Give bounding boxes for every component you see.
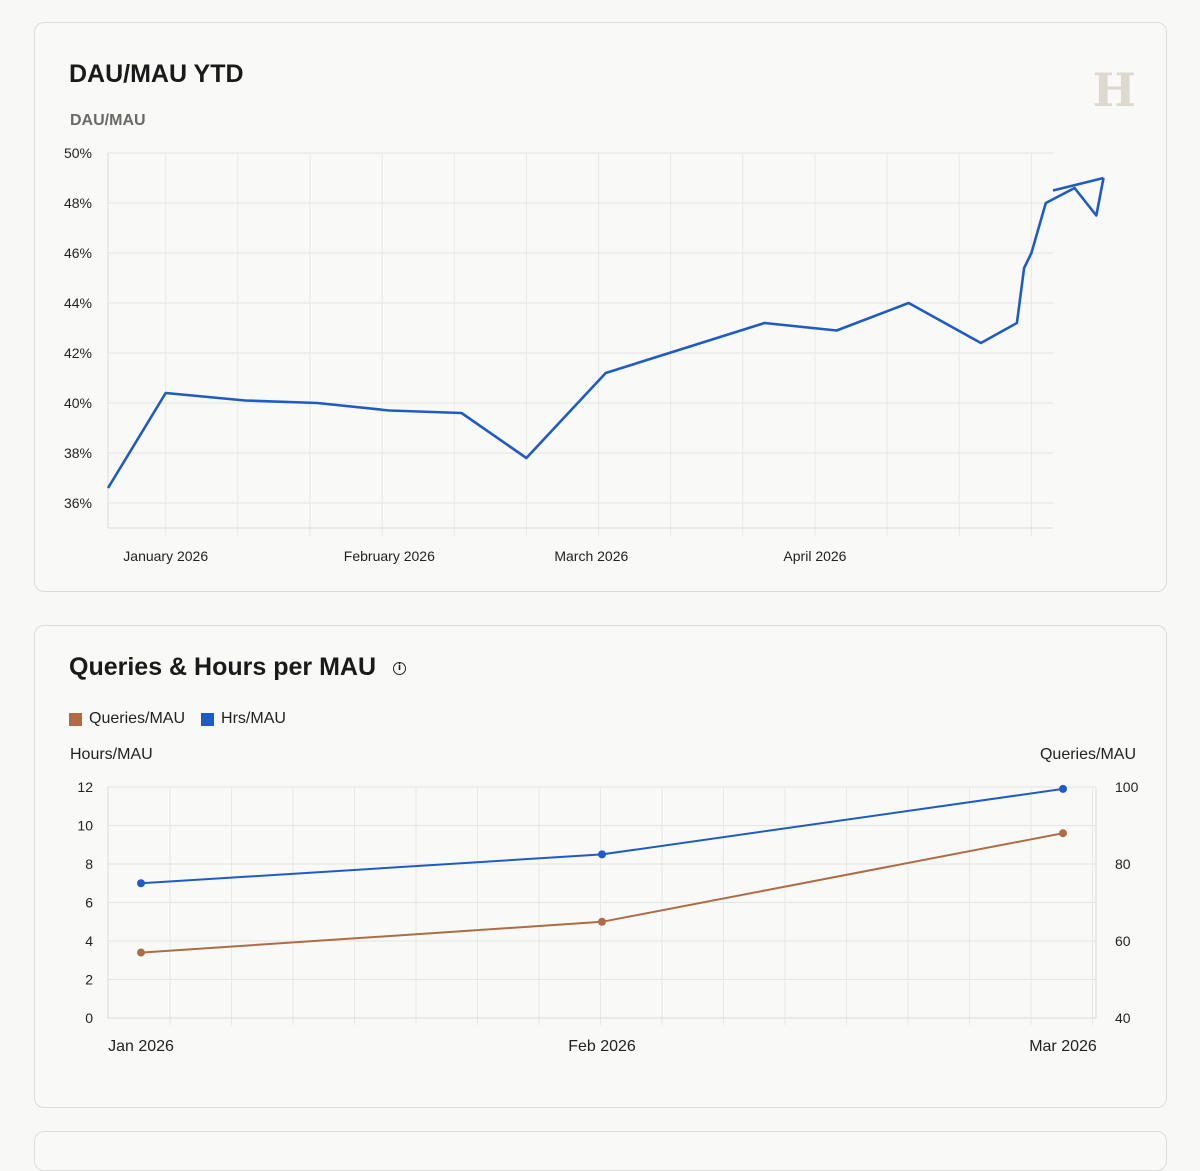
y-tick-label: 38% <box>64 445 92 461</box>
dau-mau-chart: 36% 38% 40% 42% 44% 46% 48% 50% January 2026 Febr… <box>64 145 1105 564</box>
queries-point <box>1059 829 1067 838</box>
y-tick-label: 40% <box>64 395 92 411</box>
y-left-tick-label: 6 <box>85 895 93 911</box>
legend-item-queries[interactable]: Queries/MAU <box>69 710 185 728</box>
x-tick-label: March 2026 <box>554 548 628 564</box>
y-right-tick-label: 80 <box>1115 856 1131 872</box>
queries-hours-card: Queries & Hours per MAU i Queries/MAU Hr… <box>34 625 1167 1108</box>
y-tick-label: 42% <box>64 345 92 361</box>
queries-point <box>598 917 606 926</box>
queries-point <box>137 948 145 957</box>
dau-mau-series-end <box>1052 176 1104 192</box>
legend-label-hours: Hrs/MAU <box>221 710 286 727</box>
hours-point <box>598 850 606 859</box>
dau-mau-title: DAU/MAU YTD <box>69 60 244 88</box>
x-tick-label: Mar 2026 <box>1029 1038 1097 1055</box>
y-tick-label: 50% <box>64 145 92 161</box>
legend-item-hours[interactable]: Hrs/MAU <box>201 710 286 728</box>
next-card <box>34 1131 1167 1171</box>
dau-mau-axis-caption: DAU/MAU <box>70 112 146 129</box>
dau-mau-card: DAU/MAU YTD H DAU/MAU 36% 38% 40% 42% 44% 46%… <box>34 22 1167 592</box>
y-left-tick-label: 2 <box>85 972 93 988</box>
legend-swatch-hours <box>201 712 215 726</box>
x-tick-label: February 2026 <box>344 548 435 564</box>
hours-point <box>1059 784 1067 793</box>
y-left-tick-label: 10 <box>77 818 93 834</box>
logo-h-icon: H <box>1092 63 1136 117</box>
queries-hours-chart: 0 2 4 6 8 10 12 40 60 80 100 Jan 2026 Feb 2026 Mar 20… <box>77 779 1139 1055</box>
x-tick-label: Feb 2026 <box>568 1038 636 1055</box>
y-tick-label: 46% <box>64 245 92 261</box>
hours-series-line <box>140 787 1064 885</box>
info-icon[interactable]: i <box>393 662 406 675</box>
y-left-tick-label: 8 <box>85 856 93 872</box>
y-tick-label: 44% <box>64 295 92 311</box>
legend-label-queries: Queries/MAU <box>89 710 186 727</box>
y-right-tick-label: 40 <box>1115 1010 1131 1026</box>
right-axis-caption: Queries/MAU <box>1039 746 1136 763</box>
left-axis-caption: Hours/MAU <box>70 746 153 763</box>
y-right-tick-label: 100 <box>1115 779 1139 795</box>
legend-swatch-queries <box>69 712 82 726</box>
y-left-tick-label: 12 <box>77 779 93 795</box>
queries-hours-title: Queries & Hours per MAU <box>69 653 377 681</box>
y-left-tick-label: 0 <box>85 1010 93 1026</box>
y-tick-label: 48% <box>64 195 92 211</box>
x-tick-label: Jan 2026 <box>108 1038 174 1055</box>
x-tick-label: January 2026 <box>123 548 208 564</box>
y-left-tick-label: 4 <box>85 933 93 949</box>
x-tick-label: April 2026 <box>783 548 846 564</box>
hours-point <box>137 879 145 888</box>
dau-mau-series-line <box>106 177 1105 489</box>
chart-legend: Queries/MAU Hrs/MAU <box>69 710 286 728</box>
y-right-tick-label: 60 <box>1115 933 1131 949</box>
y-tick-label: 36% <box>64 495 92 511</box>
